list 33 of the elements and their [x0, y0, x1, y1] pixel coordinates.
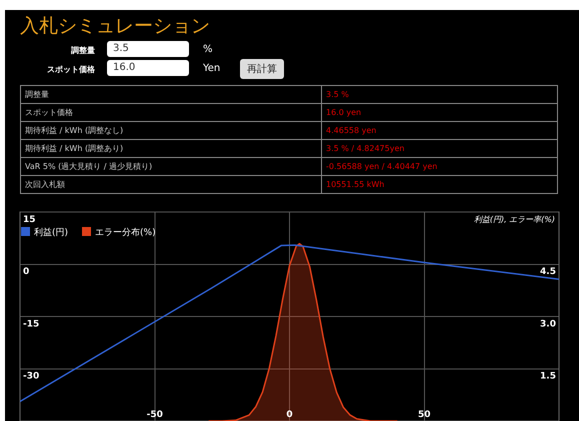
text: 調整量 — [70, 45, 95, 56]
y-tick-label: 15 — [23, 214, 36, 225]
text: Yen — [203, 63, 220, 74]
text: スポット価格 — [20, 104, 322, 122]
x-tick-label: 0 — [286, 410, 293, 420]
text: 3.5 % — [322, 86, 558, 104]
x-tick-label: 50 — [418, 410, 431, 420]
text: -0.56588 yen / 4.40447 yen — [322, 158, 558, 176]
text: VaR 5% (過大見積り / 過少見積り) — [20, 158, 322, 176]
text: 調整量 — [20, 86, 322, 104]
text: 16.0 yen — [322, 104, 558, 122]
text: 再計算 — [240, 59, 284, 79]
legend-label: 利益(円) — [33, 226, 68, 239]
y-tick-label: -30 — [23, 372, 40, 382]
y2-axis-title: 利益(円), エラー率(%) — [474, 215, 555, 224]
text: 期待利益 / kWh (調整あり) — [20, 140, 322, 158]
y2-tick-label: 3.0 — [540, 319, 556, 330]
text: 次回入札額 — [20, 176, 322, 194]
text: 3.5 % / 4.82475yen — [322, 140, 558, 158]
text: 3.5 — [107, 41, 189, 57]
text: 期待利益 / kWh (調整なし) — [20, 122, 322, 140]
y-tick-label: 0 — [23, 267, 30, 278]
y2-tick-label: 4.5 — [540, 267, 556, 278]
text: % — [203, 44, 213, 55]
text: 16.0 — [107, 60, 189, 76]
text: 4.46558 yen — [322, 122, 558, 140]
text: 10551.55 kWh — [322, 176, 558, 194]
chart-title: 入札シミュレーション — [20, 14, 210, 39]
y2-tick-label: 1.5 — [540, 372, 556, 382]
y-tick-label: -15 — [23, 319, 40, 330]
text: スポット価格 — [46, 64, 95, 75]
x-tick-label: -50 — [146, 410, 163, 420]
legend-label: エラー分布(%) — [94, 226, 156, 239]
